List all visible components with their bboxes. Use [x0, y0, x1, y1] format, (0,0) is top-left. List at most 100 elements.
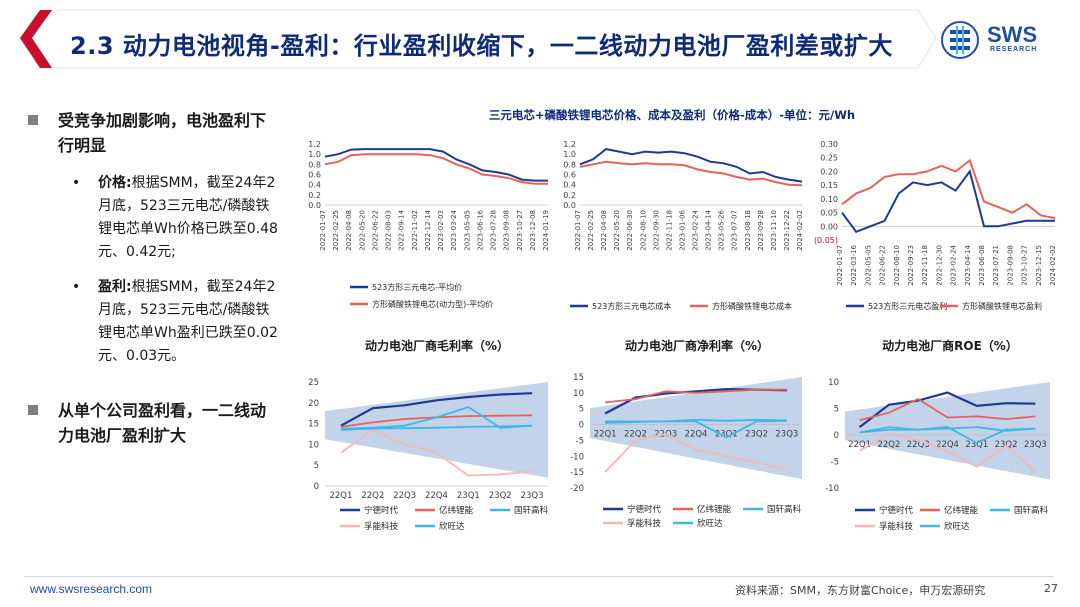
y-tick-label: -15 — [570, 468, 584, 478]
x-tick-label: 2022-12-30 — [935, 245, 943, 286]
bullet-main-2: 从单个公司盈利看，一二线动力电池厂盈利扩大 — [28, 398, 278, 448]
square-bullet-icon — [28, 115, 38, 125]
footer-source: 资料来源：SMM，东方财富Choice，申万宏源研究 — [735, 584, 986, 597]
x-tick-label: 2022-05-05 — [864, 245, 872, 286]
sub-2-text: 根据SMM，截至24年2月底，523三元电芯/磷酸铁锂电芯单Wh盈利已跌至0.0… — [98, 279, 278, 364]
y-tick-label: 0.20 — [820, 167, 838, 176]
series-line — [340, 424, 533, 431]
legend-label: 方形磷酸铁锂电芯盈利 — [962, 301, 1042, 311]
y-tick-label: 15 — [308, 420, 319, 430]
x-tick-label: 2023-10-27 — [516, 210, 524, 251]
chart-title: 动力电池厂商毛利率（%） — [365, 338, 509, 353]
legend-label: 孚能科技 — [627, 518, 662, 529]
sub-2-label: 盈利: — [98, 279, 132, 295]
x-tick-label: 2022-06-30 — [626, 210, 634, 251]
y-tick-label: 0.8 — [563, 160, 576, 169]
x-tick-label: 2023-09-08 — [1006, 245, 1014, 286]
x-tick-label: 2022-08-10 — [639, 210, 647, 251]
x-tick-label: 2023-05-05 — [463, 210, 471, 251]
legend-label: 宁德时代 — [364, 505, 399, 516]
y-tick-label: 1.2 — [563, 140, 576, 149]
square-bullet-icon — [28, 405, 38, 415]
y-tick-label: (0.05) — [814, 236, 838, 245]
chart-title: 动力电池厂商净利率（%） — [625, 338, 769, 353]
y-tick-label: 15 — [573, 373, 584, 383]
x-tick-label: 22Q3 — [907, 440, 930, 450]
y-tick-label: 0.2 — [308, 191, 321, 200]
y-tick-label: 1.2 — [308, 140, 321, 149]
x-tick-label: 22Q1 — [329, 491, 352, 501]
x-tick-label: 22Q4 — [425, 491, 448, 501]
series-line — [841, 169, 1055, 234]
x-tick-label: 2022-05-20 — [613, 210, 621, 251]
x-tick-label: 2023-03-24 — [450, 209, 458, 250]
top-charts-title: 三元电芯+磷酸铁锂电芯价格、成本及盈利（价格-成本）-单位：元/Wh — [489, 108, 855, 122]
y-tick-label: -20 — [570, 484, 584, 494]
x-tick-label: 2023-10-27 — [1021, 245, 1029, 286]
series-line — [340, 392, 533, 427]
sub-1-label: 价格: — [98, 175, 132, 191]
x-tick-label: 2024-01-19 — [542, 210, 550, 251]
legend-label: 孚能科技 — [879, 521, 914, 532]
x-tick-label: 22Q2 — [877, 440, 900, 450]
chart-title: 动力电池厂商ROE（%） — [882, 338, 1018, 353]
legend-label: 方形磷酸铁锂电芯成本 — [712, 301, 792, 311]
series-line — [859, 426, 1036, 444]
x-tick-label: 2023-07-28 — [490, 210, 498, 251]
x-tick-label: 2022-05-20 — [358, 210, 366, 251]
y-tick-label: 0.4 — [308, 181, 321, 190]
y-tick-label: 0.25 — [820, 154, 838, 163]
x-tick-label: 2023-02-24 — [950, 244, 958, 285]
dot-bullet-icon: • — [72, 279, 81, 295]
footer-url-link[interactable]: www.swsresearch.com — [30, 582, 153, 596]
x-tick-label: 23Q3 — [1024, 440, 1047, 450]
x-tick-label: 23Q1 — [965, 440, 988, 450]
sub-bullet-profit: • 盈利:根据SMM，截至24年2月底，523三元电芯/磷酸铁锂电芯单Wh盈利已… — [28, 276, 278, 368]
x-tick-label: 2022-04-08 — [600, 210, 608, 251]
x-tick-label: 2023-04-14 — [964, 244, 972, 285]
y-tick-label: 10 — [573, 389, 584, 399]
series-line — [324, 148, 548, 182]
x-tick-label: 23Q2 — [745, 430, 768, 440]
y-tick-label: 1.0 — [563, 150, 576, 159]
page-number: 27 — [1044, 582, 1058, 595]
y-tick-label: 0.00 — [820, 222, 838, 231]
x-tick-label: 2023-12-15 — [1035, 245, 1043, 286]
series-line — [579, 148, 803, 183]
legend-label: 方形磷酸铁锂电芯(动力型)-平均价 — [372, 299, 493, 309]
y-tick-label: -10 — [570, 452, 584, 462]
x-tick-label: 2023-12-08 — [529, 210, 537, 251]
series-line — [841, 158, 1056, 220]
x-tick-label: 2023-08-18 — [744, 210, 752, 251]
x-tick-label: 22Q1 — [594, 430, 617, 440]
legend-label: 国轩高科 — [1014, 505, 1049, 516]
series-line — [605, 419, 787, 439]
left-panel: 受竞争加剧影响，电池盈利下行明显 • 价格:根据SMM，截至24年2月底，523… — [28, 108, 278, 448]
page-title: 2.3 动力电池视角-盈利：行业盈利收缩下，一二线动力电池厂盈利差或扩大 — [70, 32, 893, 60]
x-tick-label: 2022-06-22 — [879, 245, 887, 286]
x-tick-label: 22Q3 — [393, 491, 416, 501]
legend-label: 亿纬锂能 — [944, 505, 979, 516]
series-line — [859, 426, 1036, 434]
legend-label: 孚能科技 — [364, 521, 399, 532]
x-tick-label: 23Q1 — [457, 491, 480, 501]
y-tick-label: 1.0 — [308, 150, 321, 159]
legend-label: 亿纬锂能 — [439, 505, 474, 516]
x-tick-label: 2022-09-14 — [398, 209, 406, 250]
series-line — [859, 432, 1037, 473]
legend-label: 宁德时代 — [627, 504, 662, 515]
series-line — [604, 433, 788, 473]
sub-bullet-price: • 价格:根据SMM，截至24年2月底，523三元电芯/磷酸铁锂电芯单Wh价格已… — [28, 172, 278, 264]
x-tick-label: 2023-06-16 — [476, 209, 484, 250]
y-tick-label: 5 — [314, 461, 319, 471]
bullet-main-1: 受竞争加剧影响，电池盈利下行明显 — [28, 108, 278, 158]
x-tick-label: 2022-09-23 — [907, 245, 915, 286]
x-tick-label: 2023-07-07 — [731, 210, 739, 251]
y-tick-label: 5 — [579, 405, 584, 415]
series-line — [324, 153, 548, 185]
x-tick-label: 2024-02-02 — [796, 210, 804, 251]
y-tick-label: 10 — [828, 378, 839, 388]
x-tick-label: 2023-07-21 — [992, 245, 1000, 286]
y-tick-label: 0.15 — [820, 181, 838, 190]
